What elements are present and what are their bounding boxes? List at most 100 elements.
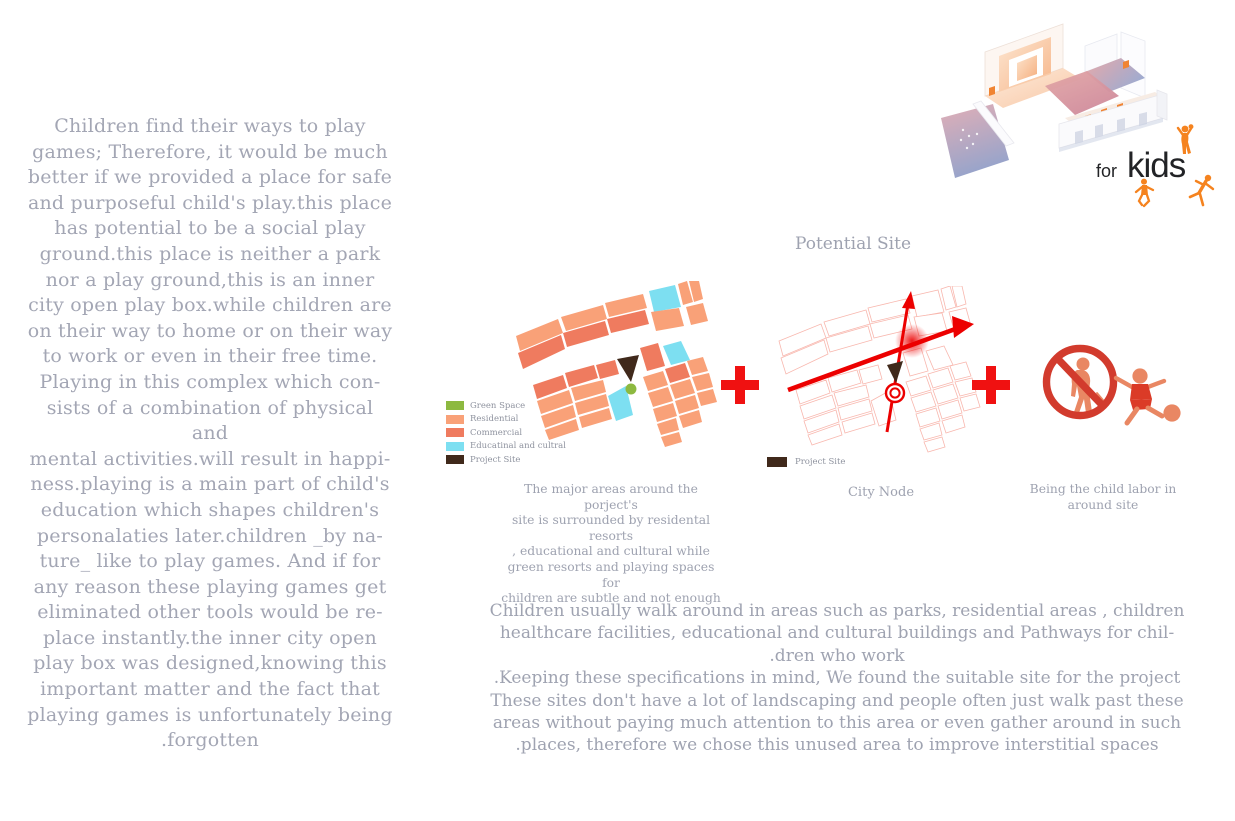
legend-swatch-commercial xyxy=(446,428,464,438)
project-site-triangle xyxy=(617,355,639,382)
ball xyxy=(1163,404,1181,422)
shadow xyxy=(1059,118,1163,152)
furniture-accent xyxy=(989,86,995,96)
city-block xyxy=(607,310,649,333)
jumping-kid-icon xyxy=(1188,174,1215,207)
legend-label: Residential xyxy=(470,414,519,425)
city-block xyxy=(640,343,665,371)
city-block xyxy=(563,321,609,347)
legend-swatch-project-site xyxy=(767,457,787,467)
city-block-outline xyxy=(927,367,954,389)
city-block-outline xyxy=(937,399,963,420)
jumping-kid-icon xyxy=(1134,178,1155,208)
city-block-outline xyxy=(951,286,967,308)
city-block-outline xyxy=(940,286,957,311)
land-use-map xyxy=(516,281,717,447)
no-child-labor-icon xyxy=(1042,344,1118,420)
city-block-outline xyxy=(837,398,873,421)
city-block xyxy=(670,379,695,399)
city-block xyxy=(697,389,717,406)
city-block xyxy=(689,281,703,302)
city-block xyxy=(665,363,690,383)
legend-label: Project Site xyxy=(795,457,846,467)
city-block-outline xyxy=(858,364,883,385)
city-block-outline xyxy=(941,414,966,434)
city-block xyxy=(541,405,576,428)
plus-icon xyxy=(972,366,1010,404)
city-block-outline xyxy=(954,377,977,397)
city-blocks-outline xyxy=(778,286,981,453)
legend-item: Residential xyxy=(446,414,566,425)
city-block-outline xyxy=(841,412,876,434)
legend-item: Educatinal and cultral xyxy=(446,441,566,451)
city-block-outline xyxy=(932,383,959,405)
city-block-outline xyxy=(799,394,837,420)
logo-word-for: for xyxy=(1096,161,1118,181)
child-labor-caption: Being the child labor in around site xyxy=(1029,482,1177,512)
city-block xyxy=(643,371,668,391)
city-block xyxy=(605,294,647,317)
wall-bottomleft xyxy=(972,100,1015,147)
land-use-legend: Green Space Residential Commercial Educa… xyxy=(446,401,566,469)
city-block xyxy=(565,365,598,387)
city-block xyxy=(596,360,619,379)
city-block-outline xyxy=(911,289,945,318)
city-block xyxy=(663,341,690,365)
prohibition-sign xyxy=(1042,344,1118,420)
city-blocks xyxy=(516,281,717,447)
city-block xyxy=(678,281,693,305)
city-block-outline xyxy=(867,298,911,323)
section-title: Potential Site xyxy=(794,234,912,254)
city-block xyxy=(518,335,565,369)
city-block xyxy=(686,303,708,325)
legend-swatch-residential xyxy=(446,414,464,424)
legend-item: Green Space xyxy=(446,400,566,411)
legend-label: Project Site xyxy=(470,454,521,465)
floor-center xyxy=(1045,71,1119,115)
legend-swatch-project-site xyxy=(446,455,464,465)
for-kids-logo: for kids xyxy=(1096,146,1186,186)
jumping-kid-icon xyxy=(1176,124,1194,154)
city-block xyxy=(679,410,702,428)
city-block xyxy=(545,419,579,440)
site-selection-paragraph: Children usually walk around in areas su… xyxy=(489,601,1185,756)
logo-word-kids: kids xyxy=(1127,146,1186,185)
dot-pattern xyxy=(959,128,979,150)
land-use-caption: The major areas around the porject's sit… xyxy=(501,482,721,606)
city-node-legend: Project Site xyxy=(767,457,845,467)
isometric-playbox-render xyxy=(941,23,1168,178)
legend-swatch-educational xyxy=(446,441,464,451)
project-site-triangle xyxy=(887,361,903,383)
wall-openings xyxy=(1075,112,1147,144)
green-space-dot xyxy=(625,383,637,395)
kicking-kid-figure xyxy=(1113,368,1181,426)
city-block xyxy=(579,408,612,428)
city-block-outline xyxy=(803,409,840,434)
city-block xyxy=(561,305,607,331)
city-block xyxy=(648,387,673,407)
city-block-outline xyxy=(919,422,943,441)
wall-end-right xyxy=(1156,89,1168,121)
floor-topleft xyxy=(985,68,1081,108)
legend-label: Green Space xyxy=(470,400,526,411)
city-block-outline xyxy=(959,393,981,412)
city-block xyxy=(661,432,682,447)
legend-label: Commercial xyxy=(470,427,523,438)
city-block xyxy=(653,403,677,422)
floor-bottomleft xyxy=(941,104,1009,178)
plus-bar xyxy=(986,366,996,404)
node-marker xyxy=(884,382,906,404)
intro-paragraph: Children find their ways to play games; … xyxy=(27,115,393,752)
furniture-accent xyxy=(1123,60,1129,69)
city-block-outline xyxy=(807,423,843,446)
city-block-outline xyxy=(949,361,972,381)
city-block xyxy=(675,395,699,414)
city-block xyxy=(692,373,713,391)
city-block-outline xyxy=(833,384,870,407)
city-block xyxy=(649,285,681,312)
city-block-outline xyxy=(905,375,932,397)
frame-inner xyxy=(1017,55,1037,81)
legend-swatch-green-space xyxy=(446,401,464,410)
city-block-outline xyxy=(795,379,831,405)
